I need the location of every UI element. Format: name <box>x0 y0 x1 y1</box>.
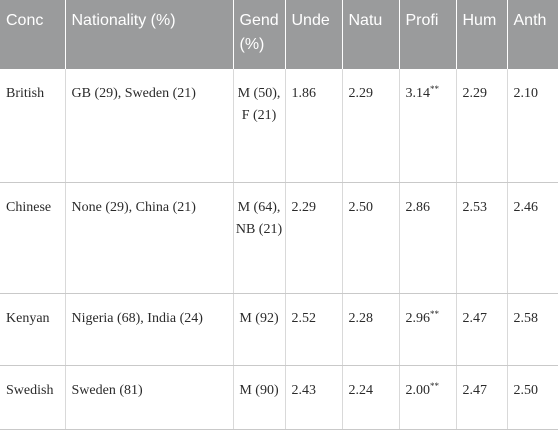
cell-understanding: 1.86 <box>285 69 343 183</box>
cell-nationality: GB (29), Sweden (21) <box>65 69 234 183</box>
table-row: Chinese None (29), China (21) M (64), NB… <box>0 182 558 294</box>
cell-nature: 2.24 <box>342 365 400 430</box>
cell-nationality: Nigeria (68), India (24) <box>65 293 234 366</box>
cell-nature: 2.50 <box>342 182 400 294</box>
header-nationality: Nationality (%) <box>65 0 234 69</box>
header-proficiency: Profi <box>399 0 457 69</box>
header-understanding: Unde <box>285 0 343 69</box>
table-row: British GB (29), Sweden (21) M (50), F (… <box>0 69 558 183</box>
cell-concept: Swedish <box>0 365 66 430</box>
cell-anthro: 2.10 <box>507 69 558 183</box>
cell-nationality: Sweden (81) <box>65 365 234 430</box>
proficiency-value: 3.14 <box>405 86 431 101</box>
table-body: British GB (29), Sweden (21) M (50), F (… <box>0 69 558 430</box>
cell-nature: 2.29 <box>342 69 400 183</box>
cell-anthro: 2.46 <box>507 182 558 294</box>
cell-gender: M (90) <box>233 365 286 430</box>
proficiency-value: 2.00 <box>405 382 431 398</box>
header-concept: Conc <box>0 0 66 69</box>
significance-mark: ** <box>430 84 439 94</box>
cell-humanity: 2.47 <box>456 293 508 366</box>
cell-proficiency: 2.96** <box>399 293 457 366</box>
table-header: Conc Nationality (%) Gend (%) Unde Natu … <box>0 0 558 69</box>
cell-humanity: 2.53 <box>456 182 508 294</box>
cell-concept: British <box>0 69 66 183</box>
cell-nature: 2.28 <box>342 293 400 366</box>
header-gender: Gend (%) <box>233 0 286 69</box>
cell-understanding: 2.43 <box>285 365 343 430</box>
proficiency-value: 2.86 <box>405 199 431 215</box>
cell-proficiency: 2.86 <box>399 182 457 294</box>
cell-humanity: 2.47 <box>456 365 508 430</box>
cell-understanding: 2.52 <box>285 293 343 366</box>
proficiency-value: 2.96 <box>405 310 431 326</box>
cell-gender: M (50), F (21) <box>233 69 286 183</box>
cell-gender: M (64), NB (21) <box>233 182 286 294</box>
table-row: Kenyan Nigeria (68), India (24) M (92) 2… <box>0 293 558 366</box>
significance-mark: ** <box>430 380 439 391</box>
cell-proficiency: 3.14** <box>399 69 457 183</box>
cell-concept: Kenyan <box>0 293 66 366</box>
cell-humanity: 2.29 <box>456 69 508 183</box>
cell-understanding: 2.29 <box>285 182 343 294</box>
header-humanity: Hum <box>456 0 508 69</box>
header-row: Conc Nationality (%) Gend (%) Unde Natu … <box>0 0 558 69</box>
header-anthro: Anth <box>507 0 558 69</box>
header-nature: Natu <box>342 0 400 69</box>
cell-nationality: None (29), China (21) <box>65 182 234 294</box>
cell-concept: Chinese <box>0 182 66 294</box>
cell-anthro: 2.50 <box>507 365 558 430</box>
cell-anthro: 2.58 <box>507 293 558 366</box>
cell-proficiency: 2.00** <box>399 365 457 430</box>
significance-mark: ** <box>430 308 439 319</box>
table-row: Swedish Sweden (81) M (90) 2.43 2.24 2.0… <box>0 365 558 430</box>
cell-gender: M (92) <box>233 293 286 366</box>
